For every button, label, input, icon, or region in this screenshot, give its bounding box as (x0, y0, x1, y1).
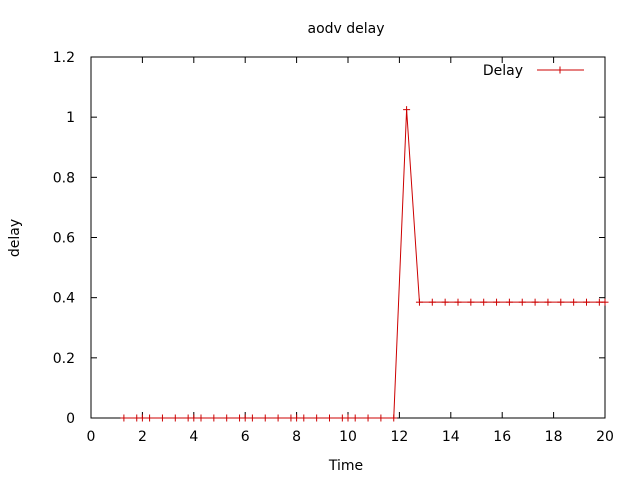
data-point (557, 298, 565, 306)
data-point (351, 414, 359, 422)
y-tick-label: 1.2 (53, 50, 75, 66)
data-point (428, 298, 436, 306)
data-point (158, 414, 166, 422)
y-axis-label: delay (7, 219, 23, 257)
x-tick-label: 0 (87, 429, 96, 445)
data-point (582, 298, 590, 306)
data-point (493, 298, 501, 306)
data-point (415, 298, 423, 306)
data-point (505, 298, 513, 306)
data-point (364, 414, 372, 422)
data-point (390, 414, 398, 422)
data-point (441, 298, 449, 306)
data-point (120, 414, 128, 422)
data-point (601, 298, 609, 306)
x-axis-label: Time (328, 458, 363, 474)
data-point (293, 414, 301, 422)
data-point (274, 414, 282, 422)
legend-label-delay: Delay (483, 63, 523, 79)
data-point (146, 414, 154, 422)
data-point (313, 414, 321, 422)
x-tick-label: 20 (596, 429, 614, 445)
y-tick-label: 0.8 (53, 170, 75, 186)
data-point (518, 298, 526, 306)
x-tick-label: 14 (442, 429, 460, 445)
data-point (300, 414, 308, 422)
series-layer (120, 106, 609, 422)
x-tick-label: 18 (545, 429, 563, 445)
y-tick-label: 0 (66, 411, 75, 427)
x-tick-label: 8 (292, 429, 301, 445)
x-tick-label: 12 (390, 429, 408, 445)
data-point (570, 298, 578, 306)
data-point (248, 414, 256, 422)
data-point (454, 298, 462, 306)
x-tick-label: 16 (493, 429, 511, 445)
x-tick-label: 10 (339, 429, 357, 445)
series-line-0 (123, 109, 605, 419)
data-point (544, 298, 552, 306)
chart-title: aodv delay (307, 21, 384, 37)
data-point (241, 414, 249, 422)
x-tick-label: 2 (138, 429, 147, 445)
legend: Delay (483, 63, 584, 79)
data-point (480, 298, 488, 306)
data-point (138, 414, 146, 422)
data-point (531, 298, 539, 306)
plot-frame (90, 56, 606, 419)
data-point (325, 414, 333, 422)
data-point (210, 414, 218, 422)
data-point (344, 414, 352, 422)
data-point (377, 414, 385, 422)
x-tick-label: 4 (189, 429, 198, 445)
data-point (190, 414, 198, 422)
ticks-layer: 0 2 4 6 8 10 12 14 16 18 20 0 0.2 0.4 0.6 0.8 1 1.2 (53, 50, 614, 445)
y-tick-label: 0.4 (53, 291, 75, 307)
y-tick-label: 0.2 (53, 351, 75, 367)
legend-marker-delay (556, 66, 564, 74)
data-point (171, 414, 179, 422)
y-tick-label: 0.6 (53, 231, 75, 247)
data-point (261, 414, 269, 422)
y-tick-label: 1 (66, 110, 75, 126)
x-tick-label: 6 (241, 429, 250, 445)
data-point (467, 298, 475, 306)
data-point (223, 414, 231, 422)
data-point (403, 106, 411, 114)
data-point (197, 414, 205, 422)
